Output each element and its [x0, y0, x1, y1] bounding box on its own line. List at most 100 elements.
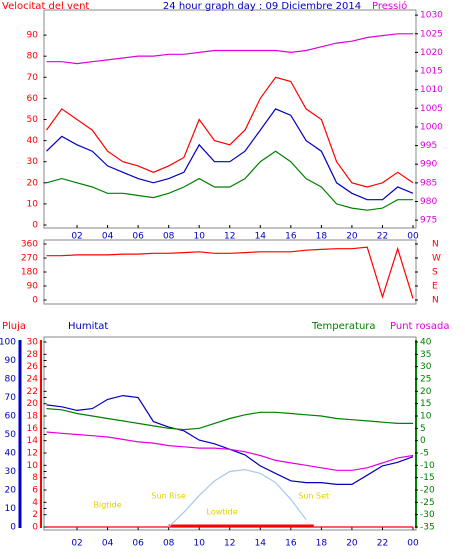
- y2-tick-label: 35: [420, 350, 431, 360]
- y-tick-label: 70: [27, 73, 39, 83]
- y2-tick-label: 1025: [420, 29, 443, 39]
- y-tick-label: 90: [27, 282, 39, 292]
- x-tick-label: 18: [316, 539, 328, 549]
- y-tick-label: 30: [5, 467, 17, 477]
- y-tick-label: 270: [21, 254, 38, 264]
- y-tick-label: 60: [27, 94, 39, 104]
- x-tick-label: 22: [377, 539, 388, 549]
- y2-tick-label: 30: [420, 362, 432, 372]
- chart-title: 24 hour graph day : 09 Diciembre 2014: [163, 1, 361, 12]
- x-tick-label: 06: [132, 232, 144, 242]
- y2-tick-label: 40: [420, 338, 432, 348]
- x-tick-label: 04: [102, 539, 114, 549]
- x-tick-label: 02: [71, 232, 82, 242]
- y2-tick-label: 10: [420, 412, 432, 422]
- y-tick-label: 20: [5, 486, 17, 496]
- y3-tick-label: 10: [27, 461, 39, 471]
- y-tick-label: 40: [5, 449, 17, 459]
- y2-tick-label: 1015: [420, 67, 443, 77]
- y-tick-label: 0: [32, 296, 38, 306]
- y2-tick-label: -30: [420, 510, 435, 520]
- x-tick-label: 06: [132, 539, 144, 549]
- y-tick-label: 50: [27, 115, 39, 125]
- y2-tick-label: -5: [420, 449, 429, 459]
- y-tick-label: 90: [5, 356, 17, 366]
- x-tick-label: 00: [407, 539, 419, 549]
- y3-tick-label: 30: [27, 338, 39, 348]
- frame-humidity: [43, 336, 417, 531]
- y-tick-label: 20: [27, 178, 39, 188]
- y-tick-label: 50: [5, 430, 17, 440]
- y2-tick-label: 1020: [420, 48, 443, 58]
- y2-tick-label: N: [432, 296, 439, 306]
- y2-tick-label: 985: [420, 178, 437, 188]
- y2-tick-label: -35: [420, 523, 435, 533]
- y2-tick-label: -25: [420, 498, 435, 508]
- y3-tick-label: 0: [32, 523, 38, 533]
- y-tick-label: 70: [5, 393, 17, 403]
- y2-tick-label: 5: [420, 424, 426, 434]
- annotation: Lowtide: [207, 508, 238, 517]
- y2-tick-label: 20: [420, 387, 432, 397]
- y2-tick-label: 995: [420, 141, 437, 151]
- x-tick-label: 18: [316, 232, 328, 242]
- y-tick-label: 360: [21, 240, 38, 250]
- pressure-label: Pressió: [372, 0, 407, 12]
- y2-tick-label: -15: [420, 473, 435, 483]
- y2-tick-label: 1005: [420, 104, 443, 114]
- x-tick-label: 16: [285, 232, 297, 242]
- humidity-label: Humitat: [68, 321, 108, 332]
- x-tick-label: 14: [255, 232, 267, 242]
- annotation: Sun Rise: [151, 492, 186, 501]
- frame-wind: [43, 9, 417, 229]
- x-tick-label: 20: [346, 539, 358, 549]
- y-tick-label: 40: [27, 136, 39, 146]
- y2-tick-label: 15: [420, 399, 431, 409]
- y3-tick-label: 2: [32, 510, 38, 520]
- series-line: [46, 150, 413, 211]
- x-tick-label: 12: [224, 232, 235, 242]
- y-tick-label: 100: [0, 338, 16, 348]
- y2-tick-label: W: [432, 254, 441, 264]
- x-tick-label: 02: [71, 539, 82, 549]
- y3-tick-label: 4: [32, 498, 38, 508]
- y3-tick-label: 8: [32, 473, 38, 483]
- y2-tick-label: E: [432, 282, 438, 292]
- y3-tick-label: 28: [27, 350, 39, 360]
- series-line: [168, 468, 307, 528]
- y-tick-label: 90: [27, 31, 39, 41]
- y-tick-label: 10: [5, 504, 17, 514]
- y2-tick-label: 25: [420, 375, 431, 385]
- rain-label: Pluja: [2, 321, 26, 332]
- y2-tick-label: 1010: [420, 85, 443, 95]
- x-tick-label: 12: [224, 539, 235, 549]
- y-tick-label: 80: [5, 375, 17, 385]
- x-tick-label: 22: [377, 232, 388, 242]
- y3-tick-label: 20: [27, 399, 39, 409]
- x-tick-label: 04: [102, 232, 114, 242]
- y2-tick-label: S: [432, 268, 438, 278]
- wind-label: Velocitat del vent: [2, 1, 89, 12]
- y2-tick-label: 1030: [420, 11, 443, 21]
- x-tick-label: 14: [255, 539, 267, 549]
- y2-tick-label: 0: [420, 436, 426, 446]
- y-tick-label: 30: [27, 157, 39, 167]
- series-line: [46, 408, 413, 431]
- y2-tick-label: 1000: [420, 122, 443, 132]
- y2-tick-label: -20: [420, 486, 435, 496]
- y3-tick-label: 18: [27, 412, 39, 422]
- x-tick-label: 08: [163, 232, 175, 242]
- y3-tick-label: 24: [27, 375, 39, 385]
- annotation: Sun Set: [298, 492, 329, 501]
- legend-temperature: Temperatura: [311, 321, 376, 332]
- series-line: [46, 33, 413, 65]
- y-tick-label: 180: [21, 268, 38, 278]
- series-line: [46, 76, 414, 188]
- annotation: Bigtide: [94, 501, 122, 510]
- y2-tick-label: 980: [420, 197, 437, 207]
- legend-dewpoint: Punt rosada: [390, 321, 449, 332]
- y2-tick-label: 975: [420, 216, 437, 226]
- y3-tick-label: 12: [27, 449, 38, 459]
- y2-tick-label: 990: [420, 160, 437, 170]
- y2-tick-label: N: [432, 240, 439, 250]
